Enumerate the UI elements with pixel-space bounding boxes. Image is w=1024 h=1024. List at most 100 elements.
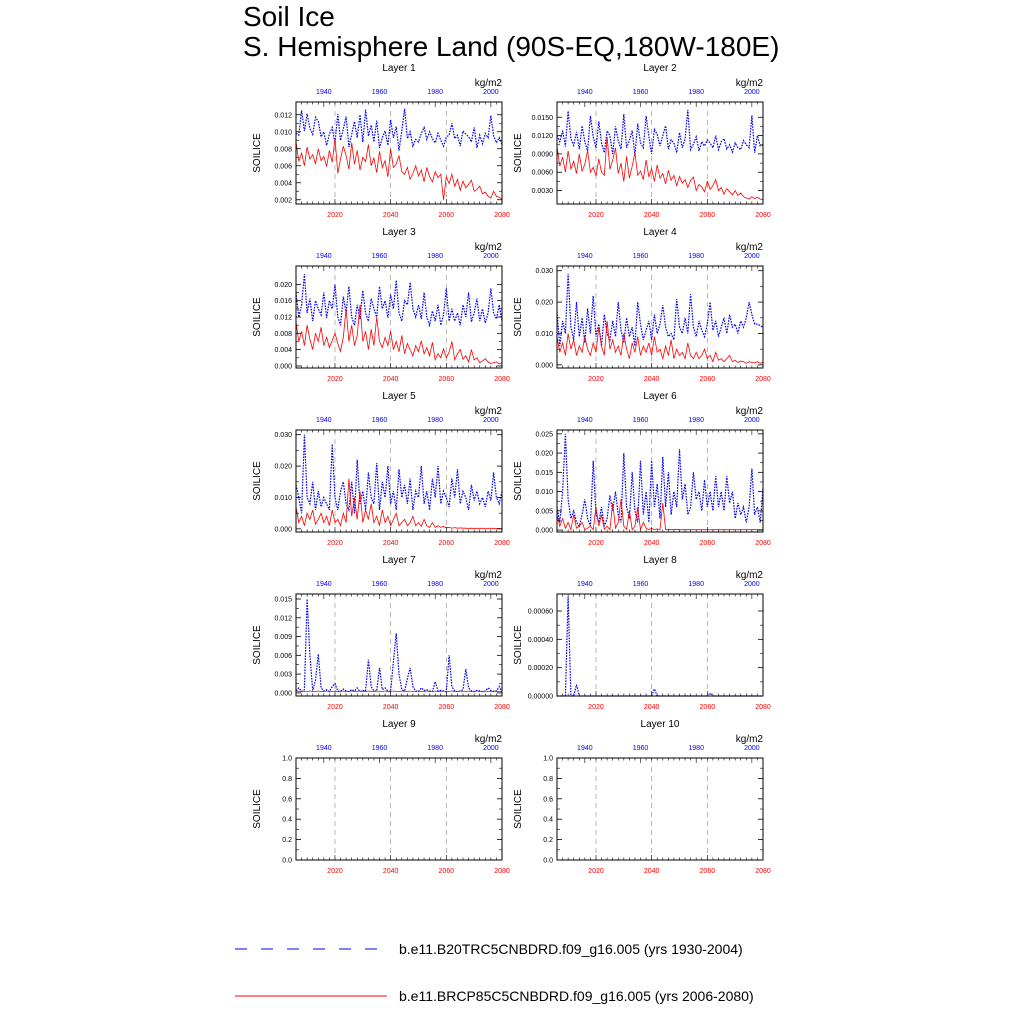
x-top-tick-label: 1940 xyxy=(316,89,332,96)
y-tick-label: 0.0060 xyxy=(532,170,554,177)
x-top-tick-label: 2000 xyxy=(483,745,499,752)
y-tick-label: 0.020 xyxy=(535,300,553,307)
charts-grid: Layer 1 kg/m2 0.002 0.004 0.006 0.008 0.010 0.0… xyxy=(252,63,771,875)
series-line-historical xyxy=(295,434,503,514)
y-tick-label: 0.2 xyxy=(282,837,292,844)
units-label: kg/m2 xyxy=(475,242,503,253)
y-tick-label: 0.00020 xyxy=(528,665,553,672)
x-top-tick-label: 1980 xyxy=(427,417,443,424)
x-bottom-tick-label: 2020 xyxy=(588,212,604,219)
y-axis-label: SOILICE xyxy=(513,789,524,829)
y-tick-label: 1.0 xyxy=(543,756,553,763)
panel-title: Layer 5 xyxy=(382,391,416,402)
x-bottom-tick-label: 2060 xyxy=(439,540,455,547)
x-bottom-tick-label: 2020 xyxy=(327,376,343,383)
y-tick-label: 1.0 xyxy=(282,756,292,763)
y-axis-label: SOILICE xyxy=(513,297,524,337)
y-tick-label: 0.030 xyxy=(274,432,292,439)
series-line-historical xyxy=(556,433,764,528)
x-bottom-tick-label: 2020 xyxy=(327,704,343,711)
x-top-tick-label: 1940 xyxy=(316,745,332,752)
x-bottom-tick-label: 2080 xyxy=(755,212,771,219)
series-line-rcp85 xyxy=(295,138,503,200)
units-label: kg/m2 xyxy=(736,570,764,581)
x-bottom-tick-label: 2060 xyxy=(439,376,455,383)
x-top-tick-label: 1980 xyxy=(427,581,443,588)
x-top-tick-label: 1940 xyxy=(316,253,332,260)
y-tick-label: 0.012 xyxy=(274,112,292,119)
x-bottom-tick-label: 2060 xyxy=(700,868,716,875)
x-top-tick-label: 1940 xyxy=(316,417,332,424)
x-bottom-tick-label: 2080 xyxy=(755,376,771,383)
y-tick-label: 0.000 xyxy=(535,528,553,535)
y-axis-label: SOILICE xyxy=(252,789,263,829)
x-top-tick-label: 1940 xyxy=(577,581,593,588)
panel-title: Layer 9 xyxy=(382,719,416,730)
x-top-tick-label: 2000 xyxy=(744,417,760,424)
series-line-rcp85 xyxy=(556,136,764,201)
series-line-historical xyxy=(557,596,763,697)
y-tick-label: 0.006 xyxy=(274,163,292,170)
x-bottom-tick-label: 2060 xyxy=(439,704,455,711)
x-bottom-tick-label: 2080 xyxy=(494,704,510,711)
x-bottom-tick-label: 2040 xyxy=(644,376,660,383)
series-line-rcp85 xyxy=(556,499,763,532)
x-bottom-tick-label: 2020 xyxy=(327,212,343,219)
legend-item-historical: b.e11.B20TRC5CNBDRD.f09_g16.005 (yrs 193… xyxy=(235,940,795,960)
y-tick-label: 0.00060 xyxy=(528,609,553,616)
y-tick-label: 0.00040 xyxy=(528,637,553,644)
x-bottom-tick-label: 2040 xyxy=(383,212,399,219)
plot-frame xyxy=(556,265,764,369)
series-line-historical xyxy=(295,274,503,328)
plot-frame xyxy=(295,757,503,861)
x-bottom-tick-label: 2040 xyxy=(383,540,399,547)
chart-panel-layer-1: Layer 1 kg/m2 0.002 0.004 0.006 0.008 0.010 0.0… xyxy=(252,63,510,219)
series-line-rcp85 xyxy=(295,690,503,693)
plot-frame xyxy=(556,429,764,533)
x-bottom-tick-label: 2040 xyxy=(383,868,399,875)
y-tick-label: 0.010 xyxy=(535,331,553,338)
x-top-tick-label: 2000 xyxy=(483,581,499,588)
panel-title: Layer 2 xyxy=(643,63,677,74)
x-top-tick-label: 1960 xyxy=(633,417,649,424)
x-bottom-tick-label: 2020 xyxy=(588,376,604,383)
chart-panel-layer-6: Layer 6 kg/m2 0.000 0.005 0.010 0.015 0.020 0.0… xyxy=(513,391,771,547)
y-tick-label: 0.009 xyxy=(274,634,292,641)
x-bottom-tick-label: 2060 xyxy=(439,868,455,875)
y-tick-label: 0.8 xyxy=(543,776,553,783)
chart-panel-layer-7: Layer 7 kg/m2 0.000 0.003 0.006 0.009 0.012 0.0… xyxy=(252,555,510,711)
y-tick-label: 0.000 xyxy=(274,363,292,370)
x-top-tick-label: 2000 xyxy=(483,253,499,260)
y-tick-label: 0.004 xyxy=(274,180,292,187)
panel-title: Layer 6 xyxy=(643,391,677,402)
chart-panel-layer-8: Layer 8 kg/m2 0.00000 0.00020 0.00040 0.00060… xyxy=(513,555,771,711)
x-top-tick-label: 1940 xyxy=(577,417,593,424)
chart-panel-layer-10: Layer 10 kg/m2 0.0 0.2 0.4 0.6 0.8 1.0 2020 2040 2… xyxy=(513,719,771,875)
y-tick-label: 0.000 xyxy=(274,526,292,533)
plot-frame xyxy=(556,101,764,205)
units-label: kg/m2 xyxy=(736,78,764,89)
chart-panel-layer-5: Layer 5 kg/m2 0.000 0.010 0.020 0.030 2020 2040… xyxy=(252,391,510,547)
series-line-historical xyxy=(556,273,764,347)
x-top-tick-label: 1960 xyxy=(633,745,649,752)
panel-title: Layer 3 xyxy=(382,227,416,238)
series-line-historical xyxy=(556,109,764,156)
x-bottom-tick-label: 2060 xyxy=(700,704,716,711)
y-tick-label: 0.010 xyxy=(535,489,553,496)
legend-label-historical: b.e11.B20TRC5CNBDRD.f09_g16.005 (yrs 193… xyxy=(399,941,743,957)
x-top-tick-label: 1940 xyxy=(577,89,593,96)
chart-panel-layer-2: Layer 2 kg/m2 0.0030 0.0060 0.0090 0.0120 0.01… xyxy=(513,63,771,219)
x-top-tick-label: 1980 xyxy=(427,89,443,96)
x-top-tick-label: 1940 xyxy=(316,581,332,588)
x-bottom-tick-label: 2040 xyxy=(644,704,660,711)
y-axis-label: SOILICE xyxy=(252,625,263,665)
units-label: kg/m2 xyxy=(736,734,764,745)
y-tick-label: 0.0 xyxy=(543,858,553,865)
series-line-historical xyxy=(295,598,503,693)
y-tick-label: 0.003 xyxy=(274,672,292,679)
x-top-tick-label: 1980 xyxy=(427,745,443,752)
y-tick-label: 0.00000 xyxy=(528,694,553,701)
x-top-tick-label: 1980 xyxy=(688,253,704,260)
y-tick-label: 0.020 xyxy=(274,282,292,289)
x-bottom-tick-label: 2040 xyxy=(644,540,660,547)
